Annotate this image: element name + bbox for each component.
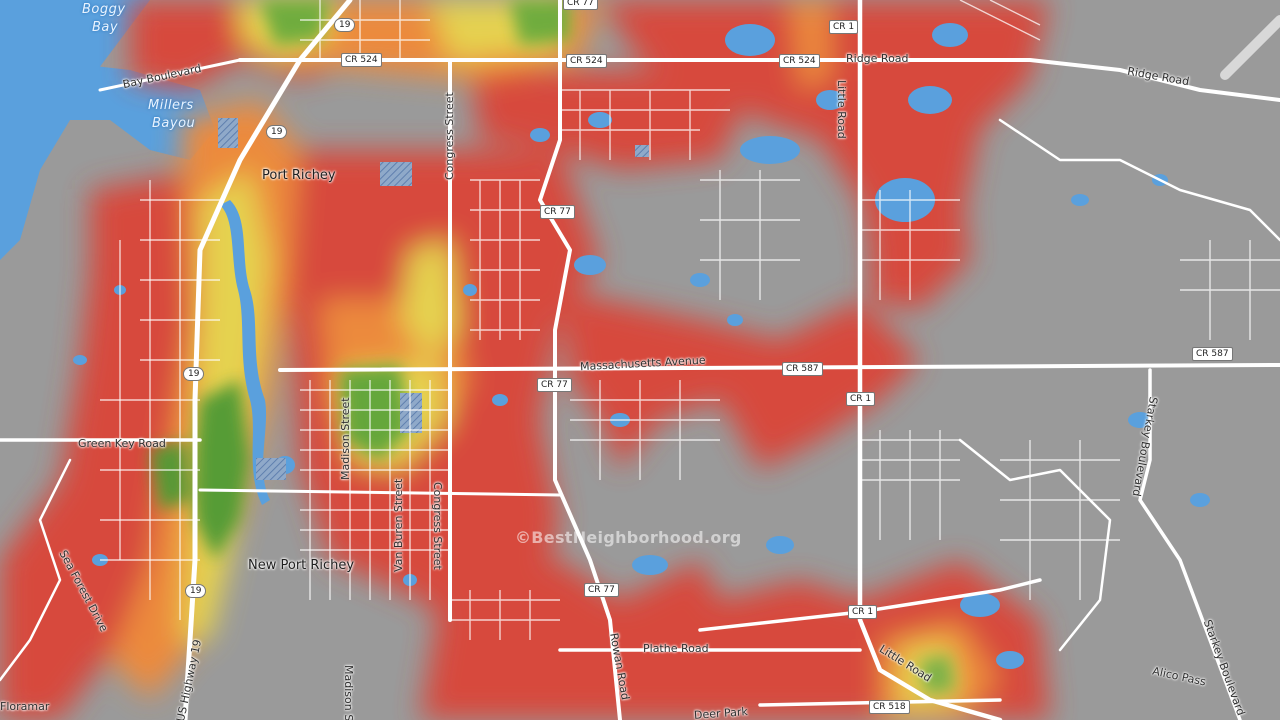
zone-green-c [340,365,410,460]
little-road-line [857,0,1003,720]
zone-green-d [260,0,330,45]
west-loop-road [0,458,72,682]
massachusetts-avenue-line [278,363,1280,372]
us-19-line [182,0,353,720]
shield-cr587-b: CR 587 [1192,347,1233,361]
zone-green-f [920,655,955,695]
zone-green-a [195,380,250,560]
bay-boulevard-line [98,58,242,92]
street-grid [100,0,1280,640]
north-east-curve [998,118,1280,242]
ridge-east-runway [1220,15,1280,80]
cr77-line [538,0,622,720]
shield-cr524-b: CR 524 [566,54,607,68]
zone-green-e [510,0,570,45]
shield-us19-b: 19 [266,125,288,139]
shield-cr518: CR 518 [869,700,910,714]
shield-cr1-top: CR 1 [829,20,859,34]
shield-us19-d: 19 [185,584,207,598]
shield-cr77-top: CR 77 [563,0,598,10]
shield-cr1-c: CR 1 [848,605,878,619]
ridge-road-line [238,58,1280,102]
shield-cr587-a: CR 587 [782,362,823,376]
east-west-line-2 [198,488,562,497]
cr1-line-south [698,578,1042,632]
shield-us19-a: 19 [334,18,356,32]
shield-cr77-d: CR 77 [584,583,619,597]
zone-red-east [560,290,920,470]
gulf-water [0,0,150,260]
zone-yellow-f [400,240,460,360]
shield-cr77-b: CR 77 [540,205,575,219]
shield-cr77-c: CR 77 [537,378,572,392]
hatched-areas [218,118,649,480]
starkey-boulevard-line [1138,368,1242,720]
shield-cr1-b: CR 1 [846,392,876,406]
eastern-curve-road [958,438,1112,652]
shield-cr524-c: CR 524 [779,54,820,68]
watermark: ©BestNeighborhood.org [515,528,742,547]
shield-us19-c: 19 [183,367,205,381]
shield-cr524-a: CR 524 [341,53,382,67]
zone-red-northcenter [470,70,760,170]
